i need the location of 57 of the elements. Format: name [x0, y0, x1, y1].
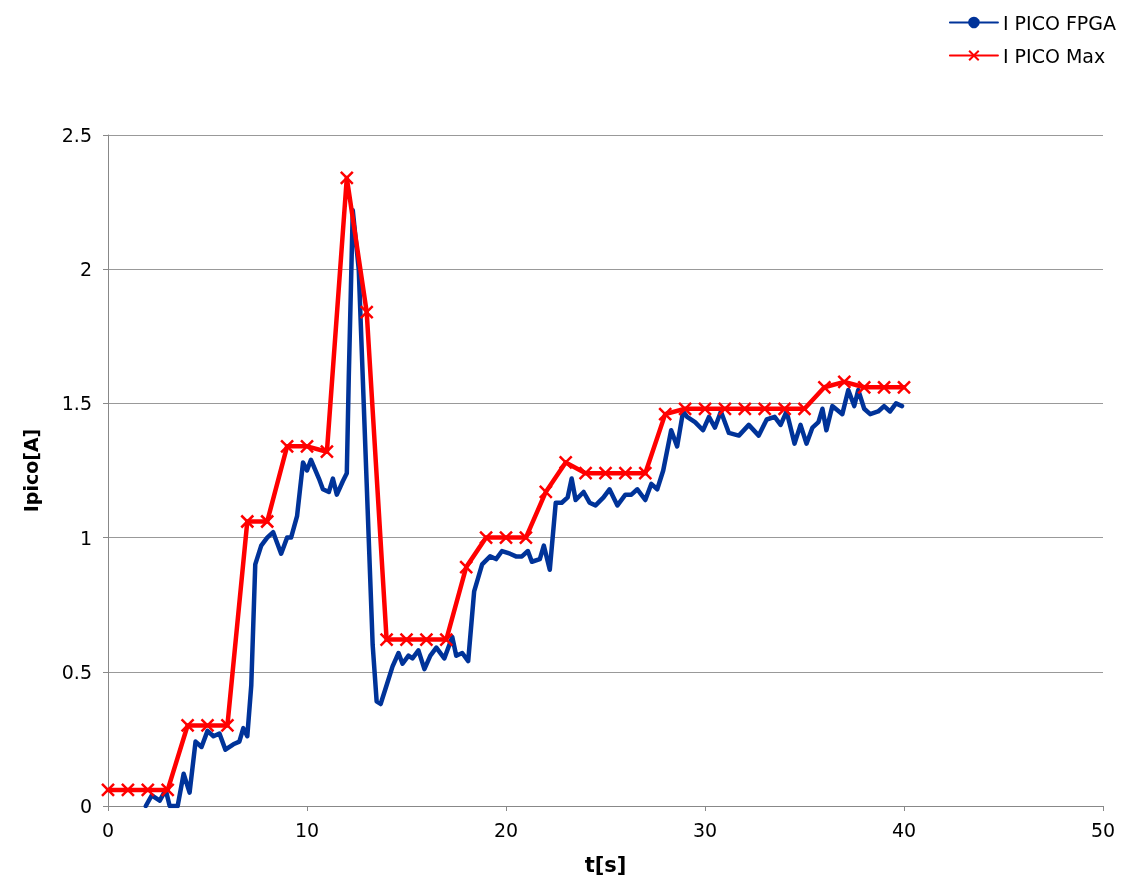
point — [160, 782, 175, 798]
point — [200, 718, 215, 733]
point — [558, 455, 573, 470]
point — [279, 439, 295, 454]
point — [697, 401, 713, 417]
point — [299, 439, 315, 454]
point — [797, 401, 812, 417]
point — [578, 465, 593, 481]
point — [856, 380, 872, 395]
point — [837, 374, 852, 390]
point — [339, 170, 355, 186]
y-tick-label: 0.5 — [61, 660, 92, 683]
point — [439, 632, 454, 647]
legend-label: I PICO FPGA — [1002, 11, 1117, 34]
point — [140, 782, 156, 798]
y-tick-label: 2 — [79, 258, 92, 281]
point — [757, 401, 772, 417]
point — [717, 401, 733, 417]
point — [677, 401, 693, 417]
y-tick-label: 1.5 — [61, 392, 92, 415]
point — [100, 782, 116, 798]
point — [638, 465, 653, 481]
point — [876, 380, 892, 395]
y-tick-label: 0 — [79, 795, 92, 817]
y-axis-title: Ipico[A] — [19, 428, 42, 513]
x-tick-label: 20 — [493, 818, 519, 841]
point — [458, 559, 474, 575]
point — [399, 632, 414, 647]
point — [817, 380, 832, 395]
y-tick-label: 2.5 — [61, 124, 92, 146]
point — [379, 632, 394, 647]
point — [419, 632, 434, 647]
point — [120, 782, 136, 798]
point — [359, 304, 374, 320]
point — [319, 444, 335, 459]
point — [598, 465, 613, 481]
x-tick-label: 50 — [1090, 818, 1116, 841]
point — [498, 530, 514, 545]
point — [657, 406, 673, 422]
point — [259, 514, 275, 529]
point — [240, 514, 255, 529]
x-tick-label: 0 — [101, 818, 115, 841]
x-axis-title: t[s] — [584, 852, 627, 877]
y-tick-label: 1 — [79, 526, 92, 549]
point — [737, 401, 753, 417]
point — [180, 718, 195, 733]
point — [220, 718, 235, 733]
point — [518, 530, 534, 545]
x-tick-label: 10 — [294, 818, 320, 841]
x-tick-label: 40 — [891, 818, 917, 841]
point — [538, 484, 554, 500]
point — [896, 380, 912, 395]
x-tick-label: 30 — [692, 818, 718, 841]
legend-label: I PICO Max — [1002, 44, 1106, 67]
point — [777, 401, 792, 417]
point — [618, 465, 633, 481]
point — [478, 530, 494, 545]
